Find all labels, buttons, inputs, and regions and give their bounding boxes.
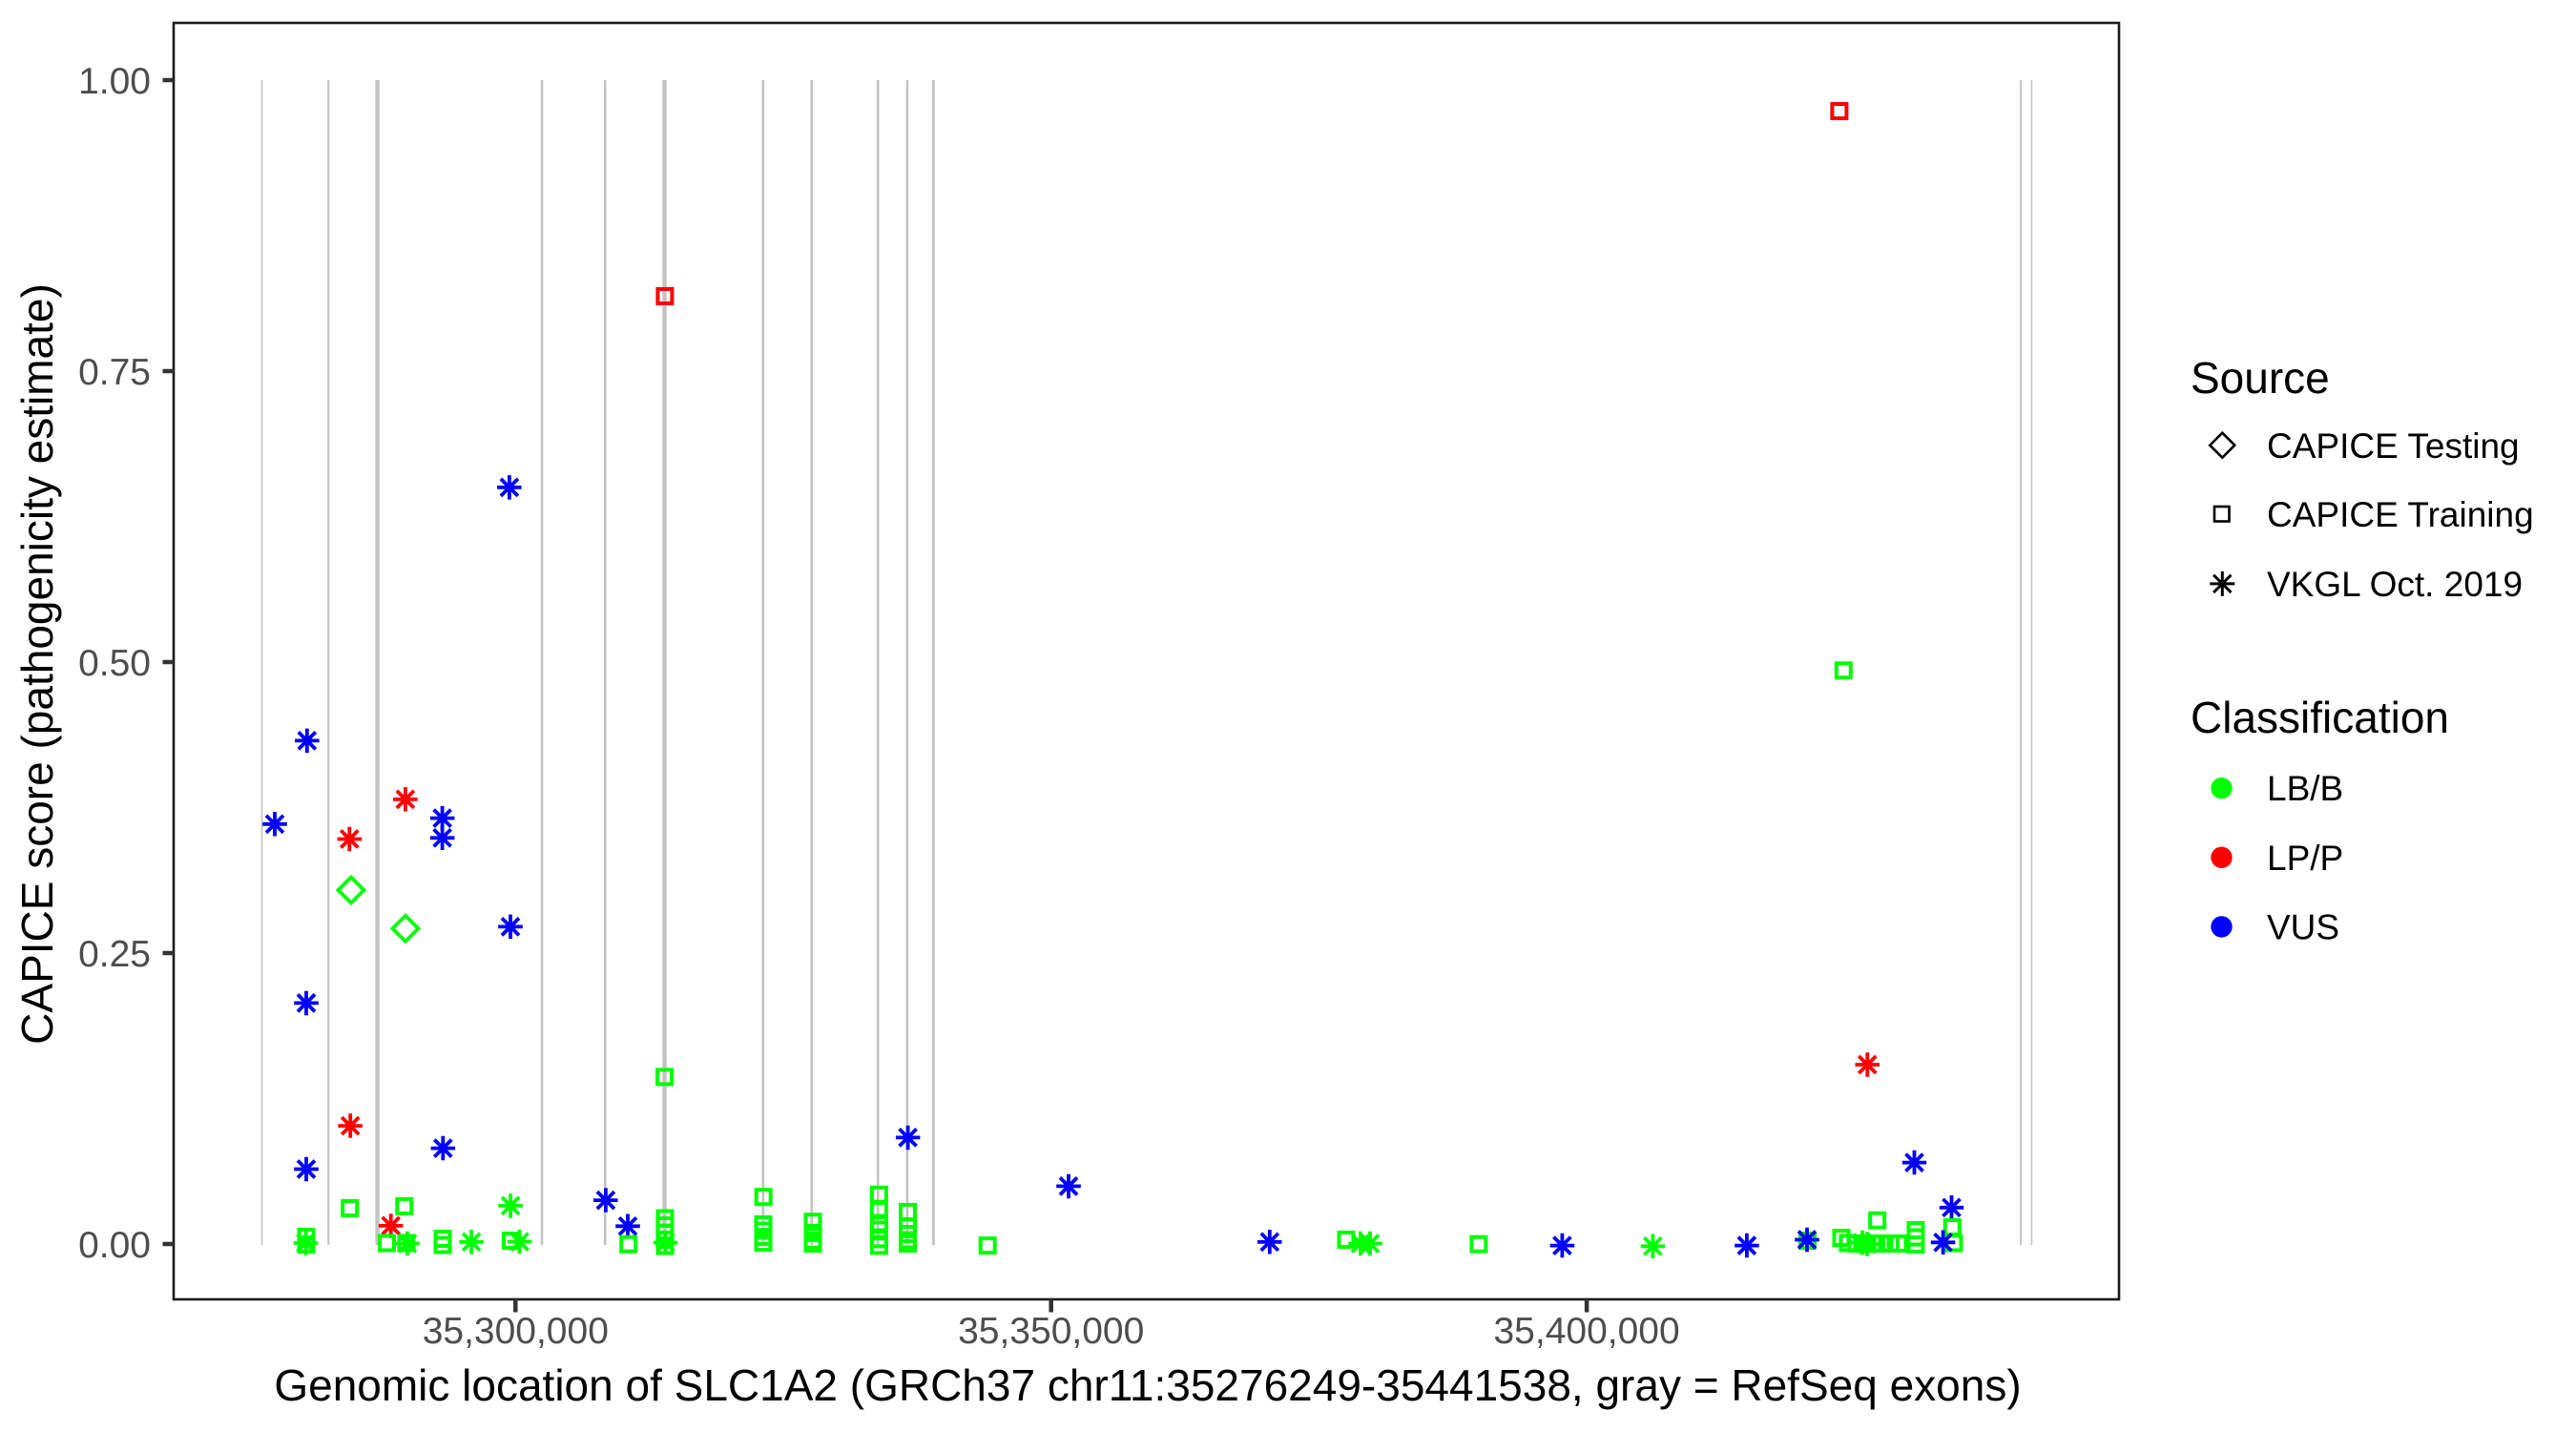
svg-text:0.25: 0.25: [78, 934, 151, 975]
svg-text:Classification: Classification: [2191, 693, 2449, 742]
svg-text:Source: Source: [2191, 353, 2330, 403]
svg-text:LB/B: LB/B: [2267, 769, 2343, 808]
svg-text:LP/P: LP/P: [2267, 839, 2343, 878]
svg-text:Genomic location of SLC1A2 (GR: Genomic location of SLC1A2 (GRCh37 chr11…: [274, 1360, 2021, 1410]
svg-text:35,350,000: 35,350,000: [958, 1311, 1144, 1352]
svg-text:CAPICE Testing: CAPICE Testing: [2267, 426, 2520, 466]
svg-text:CAPICE Training: CAPICE Training: [2267, 495, 2534, 534]
svg-text:1.00: 1.00: [78, 61, 151, 102]
svg-text:VKGL Oct. 2019: VKGL Oct. 2019: [2267, 565, 2523, 604]
svg-text:35,300,000: 35,300,000: [423, 1311, 609, 1352]
svg-text:0.50: 0.50: [78, 643, 151, 684]
svg-text:0.75: 0.75: [78, 352, 151, 393]
svg-text:0.00: 0.00: [78, 1225, 151, 1266]
svg-text:VUS: VUS: [2267, 907, 2339, 946]
svg-text:CAPICE score (pathogenicity es: CAPICE score (pathogenicity estimate): [12, 283, 62, 1045]
svg-text:35,400,000: 35,400,000: [1493, 1311, 1679, 1352]
